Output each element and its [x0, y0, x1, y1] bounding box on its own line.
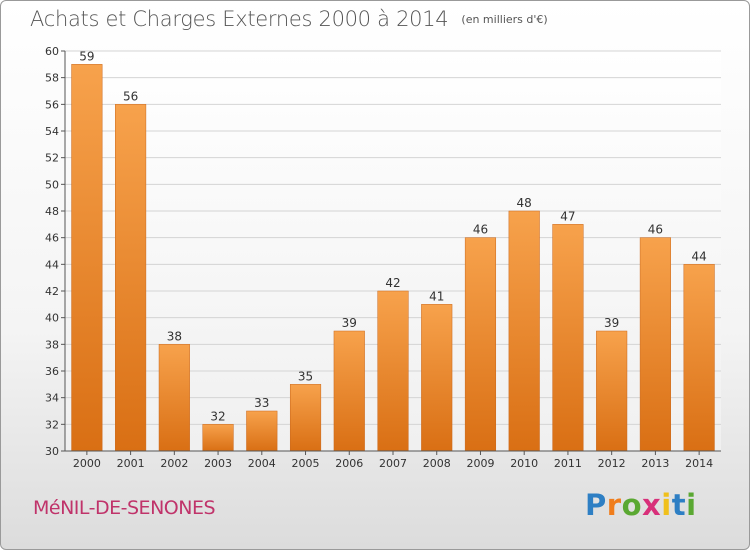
x-tick-label: 2014	[685, 457, 713, 470]
bar-value-label: 39	[342, 316, 357, 330]
bar	[552, 224, 584, 452]
y-tick-label: 32	[45, 418, 59, 431]
bar-value-label: 33	[254, 396, 269, 410]
bar-value-label: 38	[167, 329, 182, 343]
x-tick-label: 2000	[73, 457, 101, 470]
x-tick-label: 2006	[335, 457, 363, 470]
bar	[596, 330, 628, 452]
y-tick-label: 44	[45, 258, 59, 271]
bar-value-label: 59	[79, 49, 94, 63]
bar	[202, 424, 234, 452]
bar	[71, 64, 103, 452]
bar-value-label: 46	[473, 223, 488, 237]
bar	[115, 104, 147, 452]
axes	[64, 51, 721, 452]
y-tick-label: 30	[45, 445, 59, 458]
y-tick-label: 60	[45, 45, 59, 58]
bar	[377, 290, 409, 452]
logo-letter: x	[642, 488, 662, 522]
x-tick-label: 2011	[554, 457, 582, 470]
x-tick-label: 2010	[510, 457, 538, 470]
labels: 30 32 34 36 38 40 42 44 46 48 50 52 54 56 58 60 59 2000 56…	[45, 45, 713, 470]
bar	[158, 344, 190, 452]
logo-letter: t	[671, 488, 687, 522]
logo-letter: P	[585, 488, 607, 522]
x-tick-label: 2004	[248, 457, 276, 470]
y-tick-label: 52	[45, 152, 59, 165]
y-tick-label: 46	[45, 232, 59, 245]
y-tick-label: 34	[45, 392, 59, 405]
bar	[333, 330, 365, 452]
x-tick-label: 2013	[641, 457, 669, 470]
logo-letter: r	[606, 488, 622, 522]
bar	[508, 210, 540, 452]
y-tick-label: 50	[45, 178, 59, 191]
logo-letter: i	[661, 488, 672, 522]
bar	[639, 237, 671, 452]
bar-value-label: 35	[298, 369, 313, 383]
x-tick-label: 2005	[292, 457, 320, 470]
chart-title: Achats et Charges Externes 2000 à 2014	[30, 7, 449, 31]
x-tick-label: 2003	[204, 457, 232, 470]
logo-letter: o	[621, 488, 643, 522]
x-tick-label: 2012	[598, 457, 626, 470]
bar	[289, 384, 322, 452]
bar	[246, 410, 278, 452]
proxiti-logo: Proxiti	[585, 488, 697, 522]
title-row: Achats et Charges Externes 2000 à 2014 (…	[30, 7, 548, 31]
bar-value-label: 48	[517, 196, 532, 210]
logo-letter: i	[686, 488, 697, 522]
x-tick-label: 2007	[379, 457, 407, 470]
chart-subtitle: (en milliers d'€)	[461, 13, 548, 26]
bar-value-label: 47	[560, 209, 575, 223]
bar-value-label: 39	[604, 316, 619, 330]
x-tick-label: 2009	[466, 457, 494, 470]
bar-value-label: 44	[691, 249, 706, 263]
bar-value-label: 46	[648, 223, 663, 237]
y-tick-label: 42	[45, 285, 59, 298]
y-tick-label: 38	[45, 338, 59, 351]
y-tick-label: 54	[45, 125, 59, 138]
commune-name: MéNIL-DE-SENONES	[33, 497, 216, 519]
y-tick-label: 40	[45, 312, 59, 325]
bar	[421, 304, 453, 452]
y-tick-label: 58	[45, 72, 59, 85]
bar-value-label: 56	[123, 89, 138, 103]
bar	[683, 264, 715, 452]
bar-value-label: 42	[385, 276, 400, 290]
x-tick-label: 2008	[423, 457, 451, 470]
bar-value-label: 41	[429, 289, 444, 303]
y-tick-label: 36	[45, 365, 59, 378]
bars	[71, 64, 715, 455]
y-tick-label: 48	[45, 205, 59, 218]
y-tick-label: 56	[45, 98, 59, 111]
x-tick-label: 2002	[160, 457, 188, 470]
bar-value-label: 32	[210, 409, 225, 423]
x-tick-label: 2001	[117, 457, 145, 470]
bar	[464, 237, 497, 452]
